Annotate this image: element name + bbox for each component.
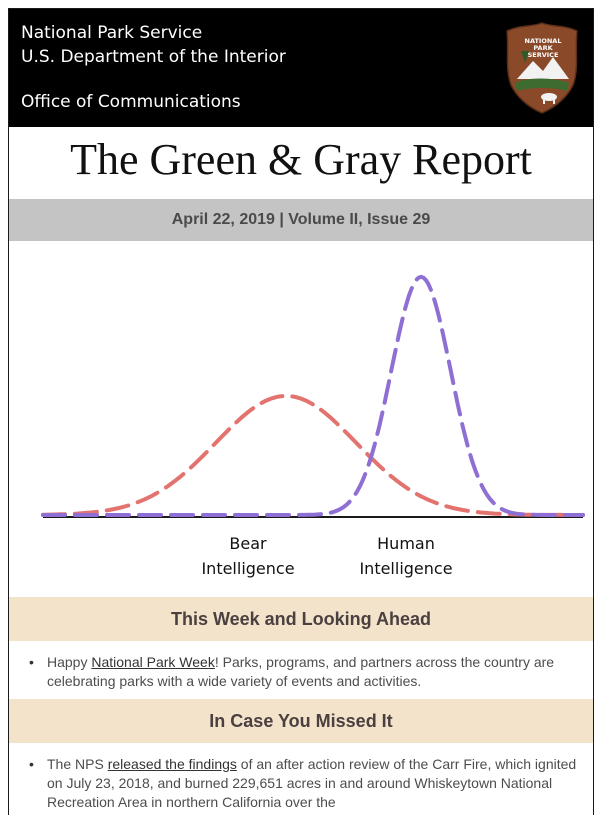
section-heading-text: In Case You Missed It — [209, 711, 393, 731]
section-heading-this-week: This Week and Looking Ahead — [9, 597, 593, 641]
section-heading-missed: In Case You Missed It — [9, 699, 593, 743]
bear-intelligence-label: Bear Intelligence — [173, 531, 323, 581]
list-item-text-post: of an after action review of the Carr Fi… — [47, 756, 577, 810]
issue-date-band: April 22, 2019 | Volume II, Issue 29 — [9, 199, 593, 241]
list-item-text-post: ! Parks, programs, and partners across t… — [47, 654, 555, 689]
intelligence-chart-svg — [41, 274, 585, 518]
list-item-text-pre: The NPS — [47, 756, 108, 772]
agency-line-2: U.S. Department of the Interior — [21, 47, 286, 67]
svg-text:NATIONAL: NATIONAL — [525, 37, 562, 45]
bullet-dot: • — [29, 654, 34, 670]
series-human-curve — [41, 274, 585, 517]
nps-arrowhead-logo-icon: NATIONAL PARK SERVICE — [506, 22, 578, 114]
agency-name: National Park Service U.S. Department of… — [21, 21, 286, 69]
human-intelligence-label: Human Intelligence — [331, 531, 481, 581]
national-park-week-link[interactable]: National Park Week — [91, 654, 215, 670]
released-findings-link[interactable]: released the findings — [107, 756, 237, 772]
human-label-line-1: Human — [377, 534, 435, 553]
svg-text:SERVICE: SERVICE — [528, 51, 559, 59]
issue-date: April 22, 2019 | Volume II, Issue 29 — [171, 211, 431, 228]
list-item: • Happy National Park Week! Parks, progr… — [29, 653, 577, 691]
list-item-text-pre: Happy — [47, 654, 92, 670]
newsletter-frame: National Park Service U.S. Department of… — [8, 8, 594, 815]
bear-label-line-2: Intelligence — [201, 559, 295, 578]
series-bear-curve — [41, 394, 585, 517]
list-item: • The NPS released the findings of an af… — [29, 755, 577, 812]
section-heading-text: This Week and Looking Ahead — [170, 609, 432, 629]
human-label-line-2: Intelligence — [359, 559, 453, 578]
newsletter-title: The Green & Gray Report — [70, 135, 532, 184]
bear-label-line-1: Bear — [229, 534, 267, 553]
svg-text:PARK: PARK — [533, 44, 553, 52]
intelligence-chart: Bear Intelligence Human Intelligence — [9, 241, 593, 597]
office-name: Office of Communications — [21, 92, 241, 112]
header-banner: National Park Service U.S. Department of… — [9, 9, 593, 127]
agency-line-1: National Park Service — [21, 23, 203, 43]
bullet-dot: • — [29, 756, 34, 772]
